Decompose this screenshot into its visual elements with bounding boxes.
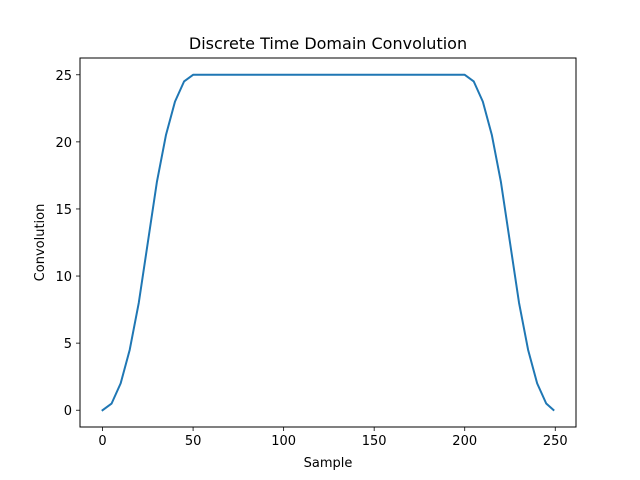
y-tick-label: 20 [55, 136, 72, 151]
x-tick-label: 50 [185, 434, 202, 449]
axes-frame [79, 57, 577, 428]
y-tick-label: 25 [55, 69, 72, 84]
x-tick-label: 0 [98, 434, 106, 449]
x-tick-label: 100 [271, 434, 296, 449]
y-tick-label: 5 [64, 337, 72, 352]
x-tick-label: 150 [362, 434, 387, 449]
y-tick-label: 10 [55, 270, 72, 285]
x-tick-label: 250 [543, 434, 568, 449]
axis-ticks: 0 50 100 150 200 250 0 5 10 15 20 25 [55, 69, 567, 449]
y-tick-label: 0 [64, 404, 72, 419]
y-axis-label: Convolution [33, 204, 48, 282]
x-axis-label: Sample [304, 456, 353, 471]
x-tick-label: 200 [452, 434, 477, 449]
series-line [101, 73, 555, 412]
chart-title: Discrete Time Domain Convolution [189, 34, 467, 53]
y-tick-label: 15 [55, 203, 72, 218]
